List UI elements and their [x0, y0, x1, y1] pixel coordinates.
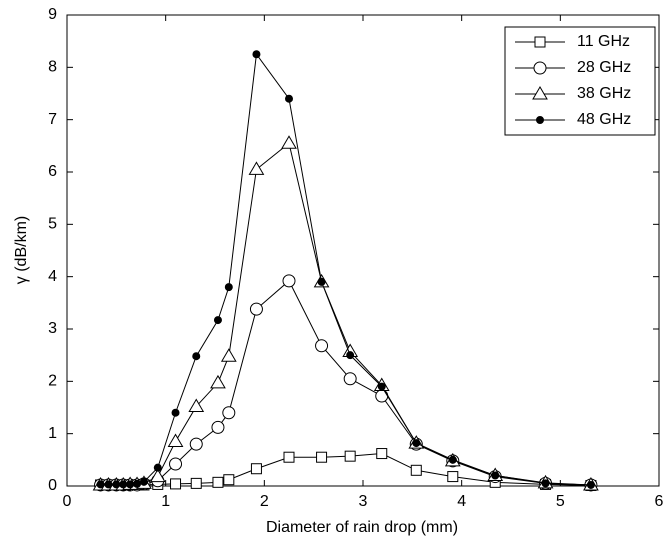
marker — [223, 474, 235, 486]
marker — [541, 479, 550, 488]
marker — [224, 283, 233, 292]
marker — [213, 316, 222, 325]
marker — [534, 36, 546, 48]
marker — [283, 451, 295, 463]
marker — [169, 457, 183, 471]
marker — [170, 478, 182, 490]
x-tick-label: 6 — [655, 493, 664, 510]
marker — [167, 433, 184, 448]
marker — [222, 406, 236, 420]
marker — [533, 61, 547, 75]
marker — [212, 476, 224, 488]
marker — [153, 463, 162, 472]
marker — [188, 398, 205, 412]
marker — [410, 464, 422, 476]
marker — [317, 277, 326, 286]
marker — [119, 480, 128, 489]
y-tick-label: 3 — [48, 320, 57, 337]
marker — [189, 437, 203, 451]
marker — [149, 468, 166, 483]
marker — [252, 50, 261, 59]
marker — [210, 374, 226, 389]
legend-box — [504, 26, 656, 136]
y-tick-label: 7 — [48, 111, 57, 128]
y-tick-label: 8 — [48, 59, 57, 76]
marker — [250, 463, 262, 475]
marker — [133, 479, 142, 488]
marker — [447, 471, 459, 483]
y-tick-label: 1 — [48, 425, 57, 442]
x-tick-label: 2 — [260, 493, 269, 510]
x-tick-label: 0 — [63, 493, 72, 510]
marker — [190, 477, 202, 489]
x-tick-label: 4 — [457, 493, 466, 510]
marker — [586, 480, 595, 489]
x-tick-label: 3 — [359, 493, 368, 510]
y-tick-label: 0 — [48, 477, 57, 494]
y-tick-label: 5 — [48, 216, 57, 233]
marker — [282, 274, 296, 288]
y-tick-label: 2 — [48, 373, 57, 390]
marker — [192, 352, 201, 361]
marker — [316, 451, 328, 463]
marker — [315, 339, 329, 353]
legend-label: 28 GHz — [577, 59, 631, 76]
marker — [532, 86, 548, 100]
y-axis-label: γ (dB/km) — [13, 216, 30, 284]
marker — [281, 135, 297, 149]
legend-label: 38 GHz — [577, 85, 631, 102]
marker — [536, 116, 544, 124]
y-tick-label: 9 — [48, 6, 57, 23]
marker — [343, 372, 357, 386]
marker — [126, 480, 135, 489]
marker — [448, 455, 457, 464]
x-axis-label: Diameter of rain drop (mm) — [266, 519, 458, 536]
marker — [211, 420, 225, 434]
marker — [377, 382, 386, 391]
legend-label: 48 GHz — [577, 111, 631, 128]
y-tick-label: 6 — [48, 163, 57, 180]
marker — [491, 471, 500, 480]
marker — [139, 477, 148, 486]
marker — [285, 94, 293, 103]
marker — [344, 450, 356, 462]
marker — [171, 408, 180, 417]
marker — [220, 348, 237, 362]
marker — [346, 351, 355, 360]
marker — [376, 448, 388, 460]
marker — [249, 302, 263, 316]
x-tick-label: 5 — [556, 493, 565, 510]
y-tick-label: 4 — [48, 268, 57, 285]
marker — [248, 161, 265, 175]
marker — [112, 480, 121, 489]
x-tick-label: 1 — [161, 493, 170, 510]
marker — [412, 439, 421, 448]
series-line — [100, 142, 591, 486]
marker — [96, 480, 105, 489]
legend-label: 11 GHz — [577, 33, 630, 50]
marker — [104, 480, 113, 489]
